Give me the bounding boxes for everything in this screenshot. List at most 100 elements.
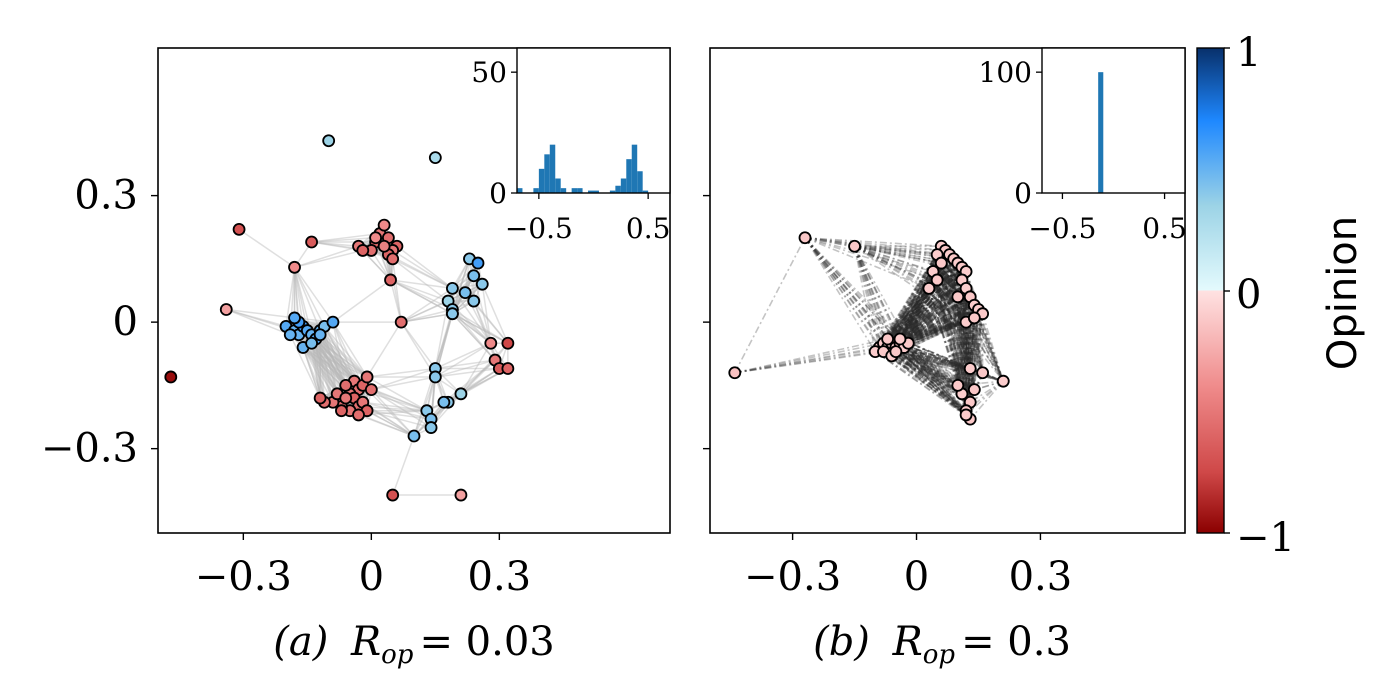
panel-b-edge [957, 288, 967, 386]
panel-a-point [484, 336, 498, 350]
panel-b-edge [899, 296, 959, 340]
panel-b-edge [961, 267, 967, 411]
panel-b-edge [907, 288, 930, 344]
panel-b-edge [734, 346, 880, 374]
panel-b-edge [899, 258, 955, 344]
panel-b-edge [853, 245, 897, 348]
panel-a-point [232, 222, 246, 236]
panel-a-edge [452, 313, 509, 344]
panel-a-edge [388, 253, 453, 290]
panel-b-edge [961, 267, 967, 323]
panel-a-edge [366, 376, 428, 412]
panel-b-edge [895, 270, 967, 348]
panel-b-edge [928, 287, 984, 374]
panel-b-edge [961, 317, 976, 394]
panel-b-edge [952, 258, 972, 403]
panel-a-inset-bar [593, 190, 599, 193]
panel-a-inset-histogram: −0.5 0.5 0 50 [471, 47, 671, 245]
panel-b-edge [887, 346, 967, 416]
panel-b-edge [936, 279, 963, 394]
panel-b-edge [940, 246, 963, 394]
panel-b-edge [957, 322, 967, 386]
panel-a-edge [319, 334, 338, 395]
panel-b-edge [965, 309, 980, 411]
panel-b-edge [928, 288, 971, 369]
panel-a-edge [389, 279, 402, 323]
panel-b-edge [883, 350, 959, 387]
panel-b-edge [957, 296, 1004, 382]
panel-b-edge [804, 237, 855, 247]
panel-a-edge [391, 258, 402, 323]
panel-b-point [728, 366, 742, 380]
panel-b-edge [965, 288, 972, 369]
panel-b-edge [940, 246, 959, 386]
panel-b-edge [940, 246, 972, 403]
panel-a-point [326, 315, 340, 329]
panel-b-edge [804, 237, 885, 344]
panel-b-edge [874, 296, 959, 353]
panel-a-edge [238, 228, 295, 268]
panel-b-edge [936, 279, 967, 323]
panel-b-edge [891, 266, 963, 344]
panel-b-edge [853, 245, 885, 344]
panel-b-edge [804, 237, 881, 348]
colorbar-tick-label-max: 1 [1236, 30, 1261, 76]
panel-b-edge [899, 258, 955, 340]
panel-b-edge [961, 296, 972, 394]
panel-b-edge [883, 350, 975, 391]
panel-b-edge [895, 350, 959, 387]
panel-a-edge [285, 267, 296, 327]
panel-b-edge [932, 271, 963, 395]
panel-b-edge [854, 245, 983, 315]
panel-b-edge [928, 287, 975, 307]
panel-b-edge [907, 254, 951, 344]
panel-b-edge [882, 258, 955, 344]
panel-a-edge [434, 300, 449, 369]
panel-b-edge [944, 250, 971, 298]
panel-b-edge [899, 271, 934, 344]
panel-b-edge [903, 346, 975, 391]
panel-b-edge [948, 254, 972, 369]
panel-b-edge [957, 296, 972, 369]
panel-b-edge [895, 346, 971, 420]
panel-b-edge [887, 308, 979, 349]
panel-b-edge [853, 245, 889, 348]
panel-a-edge [302, 347, 334, 403]
panel-b-edge [944, 250, 967, 323]
panel-b-edge [903, 288, 930, 348]
panel-b-xtick-label: 0.3 [1009, 554, 1073, 600]
panel-b-edge [895, 279, 963, 348]
panel-b-edge [903, 346, 967, 416]
panel-b-point [976, 366, 990, 380]
panel-a-edge [310, 343, 321, 399]
panel-b-edge [961, 279, 967, 323]
panel-a-point [386, 252, 400, 266]
panel-b-edge [853, 245, 889, 340]
panel-a-point [467, 294, 481, 308]
panel-b-edge [891, 355, 967, 412]
panel-b-edge [907, 287, 967, 344]
panel-b-edge [903, 266, 963, 348]
panel-a-edge [323, 326, 347, 386]
panel-b-inset-xtick-label: 0.5 [1142, 212, 1187, 245]
panel-b-edge [854, 245, 967, 273]
panel-b-edge [853, 245, 901, 344]
panel-a-inset-ytick-label: 50 [471, 56, 507, 89]
panel-b-edge [879, 308, 979, 349]
panel-a-edge [452, 313, 509, 344]
panel-b-edge [734, 338, 888, 374]
panel-a-edge [225, 308, 291, 336]
panel-a-edge [310, 342, 334, 403]
panel-b-edge [883, 304, 975, 344]
panel-b-edge [891, 342, 959, 387]
panel-b-edge [928, 288, 963, 395]
panel-b-inset-histogram: −0.5 0.5 0 100 [979, 47, 1187, 245]
panel-b-edge [891, 270, 967, 344]
panel-b-frame [709, 47, 1186, 534]
panel-b-edge [854, 245, 934, 273]
panel-b-edge [853, 246, 881, 348]
panel-a-xtick-label: −0.3 [195, 554, 292, 600]
panel-b-inset-bg [1042, 48, 1185, 193]
panel-b-edge [878, 279, 963, 349]
panel-a-edge [473, 300, 492, 344]
